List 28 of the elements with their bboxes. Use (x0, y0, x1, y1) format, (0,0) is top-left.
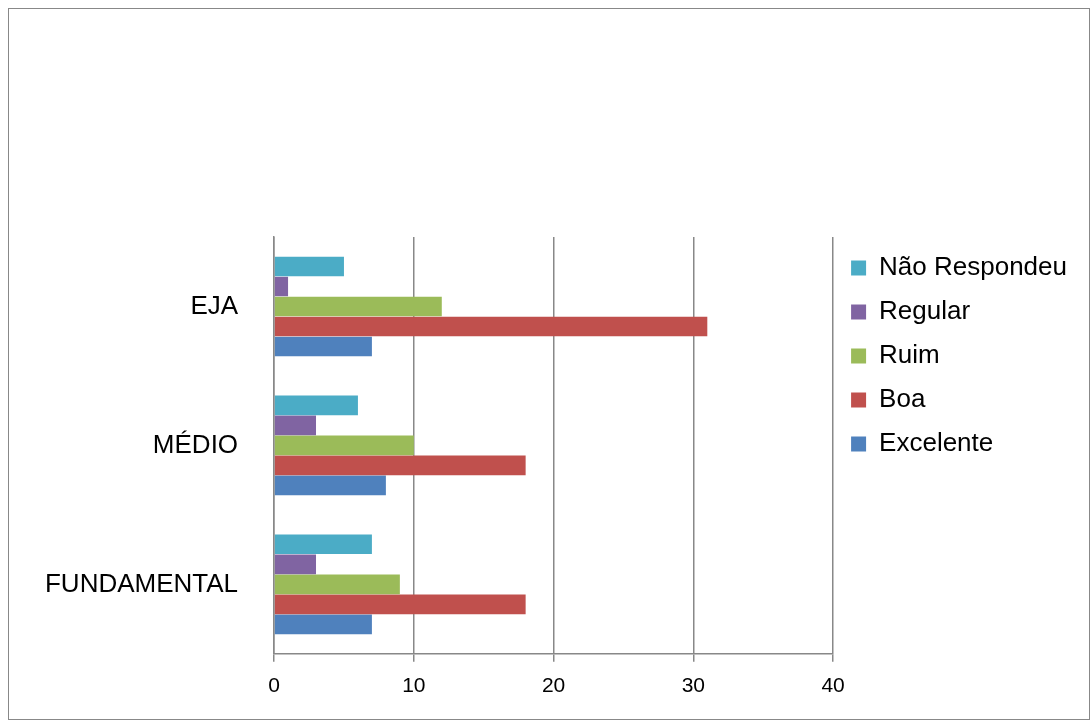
y-tick-label: FUNDAMENTAL (44, 567, 239, 598)
bar (274, 415, 317, 436)
y-tick-label: EJA (190, 289, 239, 320)
y-tick-label: MÉDIO (152, 428, 239, 459)
bar (274, 276, 289, 297)
x-tick-label: 20 (541, 673, 566, 697)
x-tick-label: 40 (821, 673, 845, 697)
bar (274, 296, 442, 317)
bar (274, 316, 708, 337)
legend-label: Regular (879, 295, 971, 326)
bar (274, 455, 526, 476)
legend-label: Excelente (879, 427, 994, 458)
legend-label: Boa (879, 383, 926, 414)
bar (274, 435, 414, 456)
bar (274, 554, 317, 575)
x-tick-label: 10 (402, 673, 426, 697)
x-tick-label: 0 (268, 673, 280, 697)
bar (274, 475, 386, 496)
bar (274, 395, 358, 416)
x-tick-label: 30 (681, 673, 706, 697)
legend-label: Ruim (879, 339, 940, 370)
bar (274, 614, 372, 635)
bar (274, 336, 372, 357)
bar (274, 256, 344, 277)
bar (274, 534, 372, 555)
bar (274, 574, 400, 595)
legend-label: Não Respondeu (879, 251, 1068, 282)
bar (274, 594, 526, 615)
